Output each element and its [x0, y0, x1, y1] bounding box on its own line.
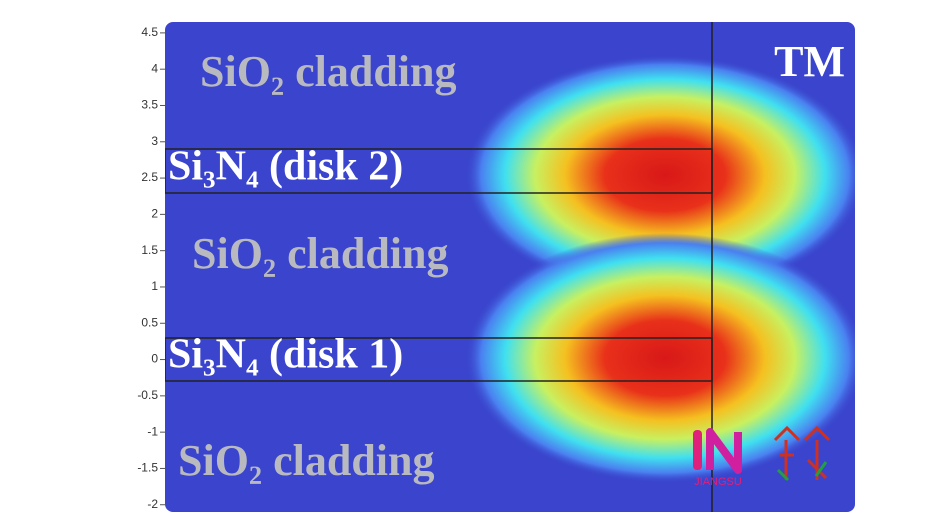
y-tick-label: -0.5: [137, 388, 158, 402]
y-tick-label: 4: [151, 61, 158, 75]
label: Si₃N₄ (disk 2): [168, 144, 403, 190]
watermark: JIANGSU: [694, 476, 742, 488]
y-tick-label: 4.5: [141, 25, 158, 39]
label: SiO₂ cladding: [192, 229, 449, 278]
field-lobe: [465, 233, 855, 483]
label: SiO₂ cladding: [178, 436, 435, 485]
y-tick-label: 1: [151, 279, 158, 293]
y-tick-label: -1: [147, 424, 158, 438]
y-tick-label: 3: [151, 134, 158, 148]
y-tick-label: 0.5: [141, 315, 158, 329]
y-tick-label: 2.5: [141, 170, 158, 184]
logo: JIANGSU: [693, 425, 831, 488]
y-tick-label: 1.5: [141, 243, 158, 257]
field-lobe: [465, 55, 855, 295]
y-tick-label: -2: [147, 497, 158, 511]
y-tick-label: -1.5: [137, 461, 158, 475]
y-tick-label: 0: [151, 352, 158, 366]
y-tick-label: 2: [151, 207, 158, 221]
label: SiO₂ cladding: [200, 47, 457, 96]
y-tick-label: 3.5: [141, 98, 158, 112]
label: TM: [774, 37, 845, 86]
field-plot: SiO₂ cladding Si₃N₄ (disk 2) SiO₂ claddi…: [165, 22, 855, 512]
label: Si₃N₄ (disk 1): [168, 332, 403, 378]
